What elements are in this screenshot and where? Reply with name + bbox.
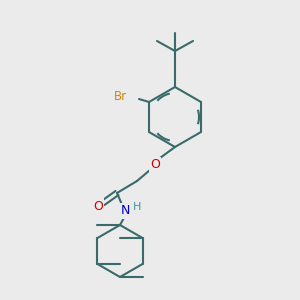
Text: Br: Br	[114, 91, 127, 103]
Text: N: N	[120, 205, 130, 218]
Text: H: H	[133, 202, 141, 212]
Text: O: O	[93, 200, 103, 212]
Text: O: O	[150, 158, 160, 172]
